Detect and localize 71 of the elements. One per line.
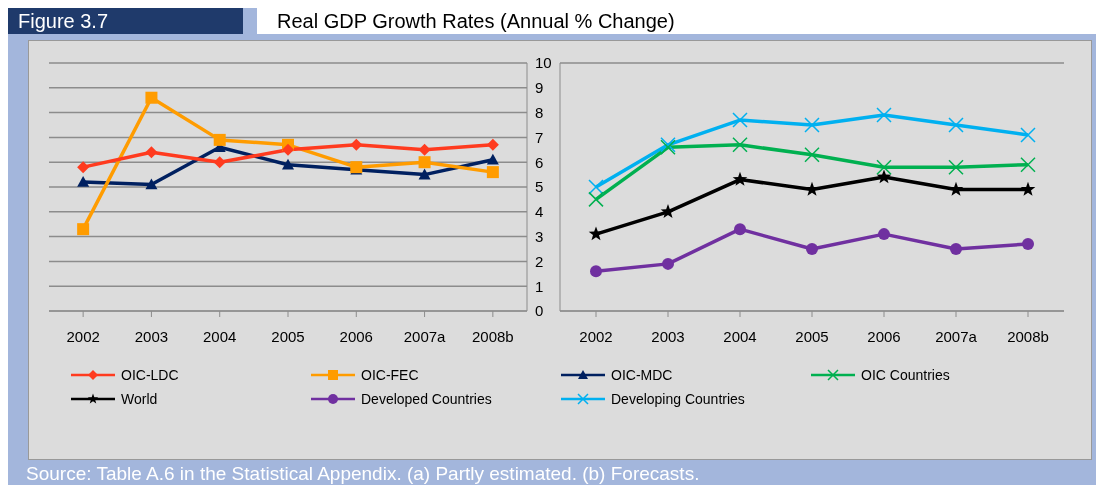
- legend-label: World: [121, 391, 158, 407]
- point: [282, 143, 294, 156]
- point: [145, 146, 158, 159]
- y-tick-label: 9: [535, 79, 544, 97]
- point: [804, 147, 820, 163]
- point: [950, 243, 962, 255]
- point: [77, 161, 90, 174]
- source-note: Source: Table A.6 in the Statistical Appendix. (a) Partly estimated. (b) Forecasts.: [26, 463, 700, 484]
- chart-subtitle: Figure 3.7: [8, 8, 243, 34]
- point: [804, 117, 820, 133]
- y-tick-label: 0: [535, 302, 544, 320]
- y-tick-label: 7: [535, 128, 544, 146]
- point: [213, 156, 226, 169]
- point: [145, 91, 158, 104]
- x-tick-label: 2007a: [403, 327, 447, 345]
- x-tick-label: 2005: [795, 327, 829, 345]
- point: [1020, 156, 1036, 173]
- point: [876, 159, 892, 175]
- x-tick-label: 2004: [203, 327, 237, 345]
- legend-label: Developed Countries: [361, 391, 492, 407]
- point: [734, 223, 746, 236]
- x-tick-label: 2006: [867, 327, 901, 345]
- point: [486, 153, 499, 165]
- y-tick-label: 3: [535, 227, 544, 245]
- legend-label: OIC-MDC: [611, 367, 673, 383]
- x-tick-label: 2005: [271, 327, 305, 345]
- x-tick-label: 2002: [66, 327, 100, 345]
- y-tick-label: 8: [535, 103, 544, 121]
- point: [876, 169, 892, 184]
- point: [77, 223, 90, 236]
- x-tick-label: 2008b: [1007, 327, 1049, 345]
- point: [418, 156, 431, 169]
- point: [213, 133, 226, 146]
- point: [350, 138, 363, 151]
- x-tick-label: 2002: [579, 327, 613, 345]
- x-tick-label: 2004: [723, 327, 757, 345]
- chart-title: Real GDP Growth Rates (Annual % Change): [257, 8, 1096, 34]
- point: [732, 112, 748, 128]
- y-tick-label: 6: [535, 153, 544, 171]
- y-tick-label: 10: [535, 54, 552, 72]
- point: [732, 137, 748, 153]
- point: [418, 168, 431, 180]
- x-tick-label: 2003: [134, 327, 169, 345]
- y-tick-label: 2: [535, 252, 544, 270]
- point: [1022, 238, 1034, 251]
- point: [145, 178, 158, 190]
- point: [1020, 181, 1036, 196]
- point: [732, 171, 748, 186]
- x-tick-label: 2007a: [935, 327, 978, 345]
- point: [662, 257, 674, 270]
- point: [1020, 127, 1036, 143]
- y-tick-label: 1: [535, 277, 544, 295]
- point: [590, 265, 602, 278]
- point: [486, 166, 499, 179]
- point: [588, 191, 604, 208]
- legend-label: Developing Countries: [611, 391, 745, 407]
- legend-label: OIC-LDC: [121, 367, 179, 383]
- legend-label: OIC-FEC: [361, 367, 419, 383]
- point: [876, 107, 892, 123]
- point: [948, 159, 964, 175]
- point: [878, 228, 890, 241]
- legend-label: OIC Countries: [861, 367, 950, 383]
- point: [77, 176, 90, 187]
- x-tick-label: 2008b: [472, 327, 514, 345]
- point: [806, 243, 818, 255]
- point: [948, 117, 964, 133]
- x-tick-label: 2006: [339, 327, 373, 345]
- y-tick-label: 5: [535, 178, 544, 196]
- point: [588, 179, 604, 195]
- y-tick-label: 4: [535, 203, 544, 221]
- x-tick-label: 2003: [651, 327, 685, 345]
